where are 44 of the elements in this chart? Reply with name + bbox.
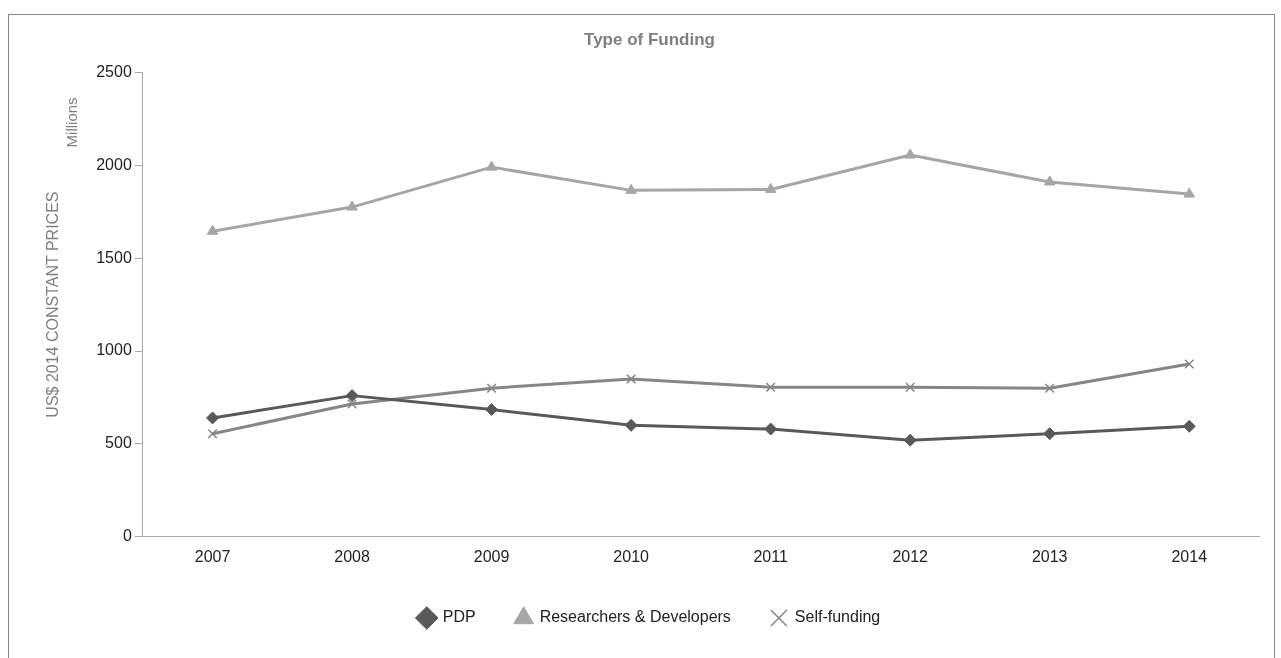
x-tick-label: 2007 xyxy=(194,547,231,565)
x-tick-label: 2008 xyxy=(334,547,370,565)
chart-title: Type of Funding xyxy=(584,29,715,49)
y-tick-label: 1000 xyxy=(96,341,132,359)
point xyxy=(625,183,637,194)
point xyxy=(1043,427,1057,441)
point xyxy=(206,411,220,425)
point xyxy=(485,160,498,171)
x-tick-label: 2012 xyxy=(892,547,929,565)
point xyxy=(764,422,778,436)
point xyxy=(765,382,776,393)
point xyxy=(624,418,638,432)
text: Millions xyxy=(62,97,80,148)
point xyxy=(485,403,499,417)
x-tick-label: 2009 xyxy=(473,547,510,565)
legend-label: Self-funding xyxy=(794,608,881,626)
x-tick-label: 2014 xyxy=(1171,547,1208,565)
point xyxy=(626,373,637,384)
point xyxy=(1184,359,1195,370)
x-tick-label: 2013 xyxy=(1031,547,1068,565)
point xyxy=(903,433,917,447)
point xyxy=(904,148,916,159)
point xyxy=(486,383,497,394)
y-tick-label: 2000 xyxy=(96,155,132,173)
point xyxy=(206,224,219,235)
y-tick-label: 500 xyxy=(105,434,132,452)
x-tick-label: 2010 xyxy=(613,547,650,565)
legend-label: PDP xyxy=(442,608,476,626)
point xyxy=(764,182,777,193)
y-tick-label: 0 xyxy=(122,527,132,545)
point xyxy=(345,389,359,403)
point xyxy=(347,398,358,409)
point xyxy=(1182,419,1196,433)
point xyxy=(207,428,218,439)
point xyxy=(905,382,916,393)
legend-label: Researchers & Developers xyxy=(539,608,731,626)
point xyxy=(1044,383,1055,394)
x-tick-label: 2011 xyxy=(753,547,788,565)
y-tick-label: 2500 xyxy=(96,62,132,80)
y-tick-label: 1500 xyxy=(96,248,132,266)
point xyxy=(346,200,358,211)
y-axis-title: US$ 2014 CONSTANT PRICES xyxy=(44,191,62,418)
point xyxy=(1044,175,1056,186)
point xyxy=(1183,187,1195,198)
